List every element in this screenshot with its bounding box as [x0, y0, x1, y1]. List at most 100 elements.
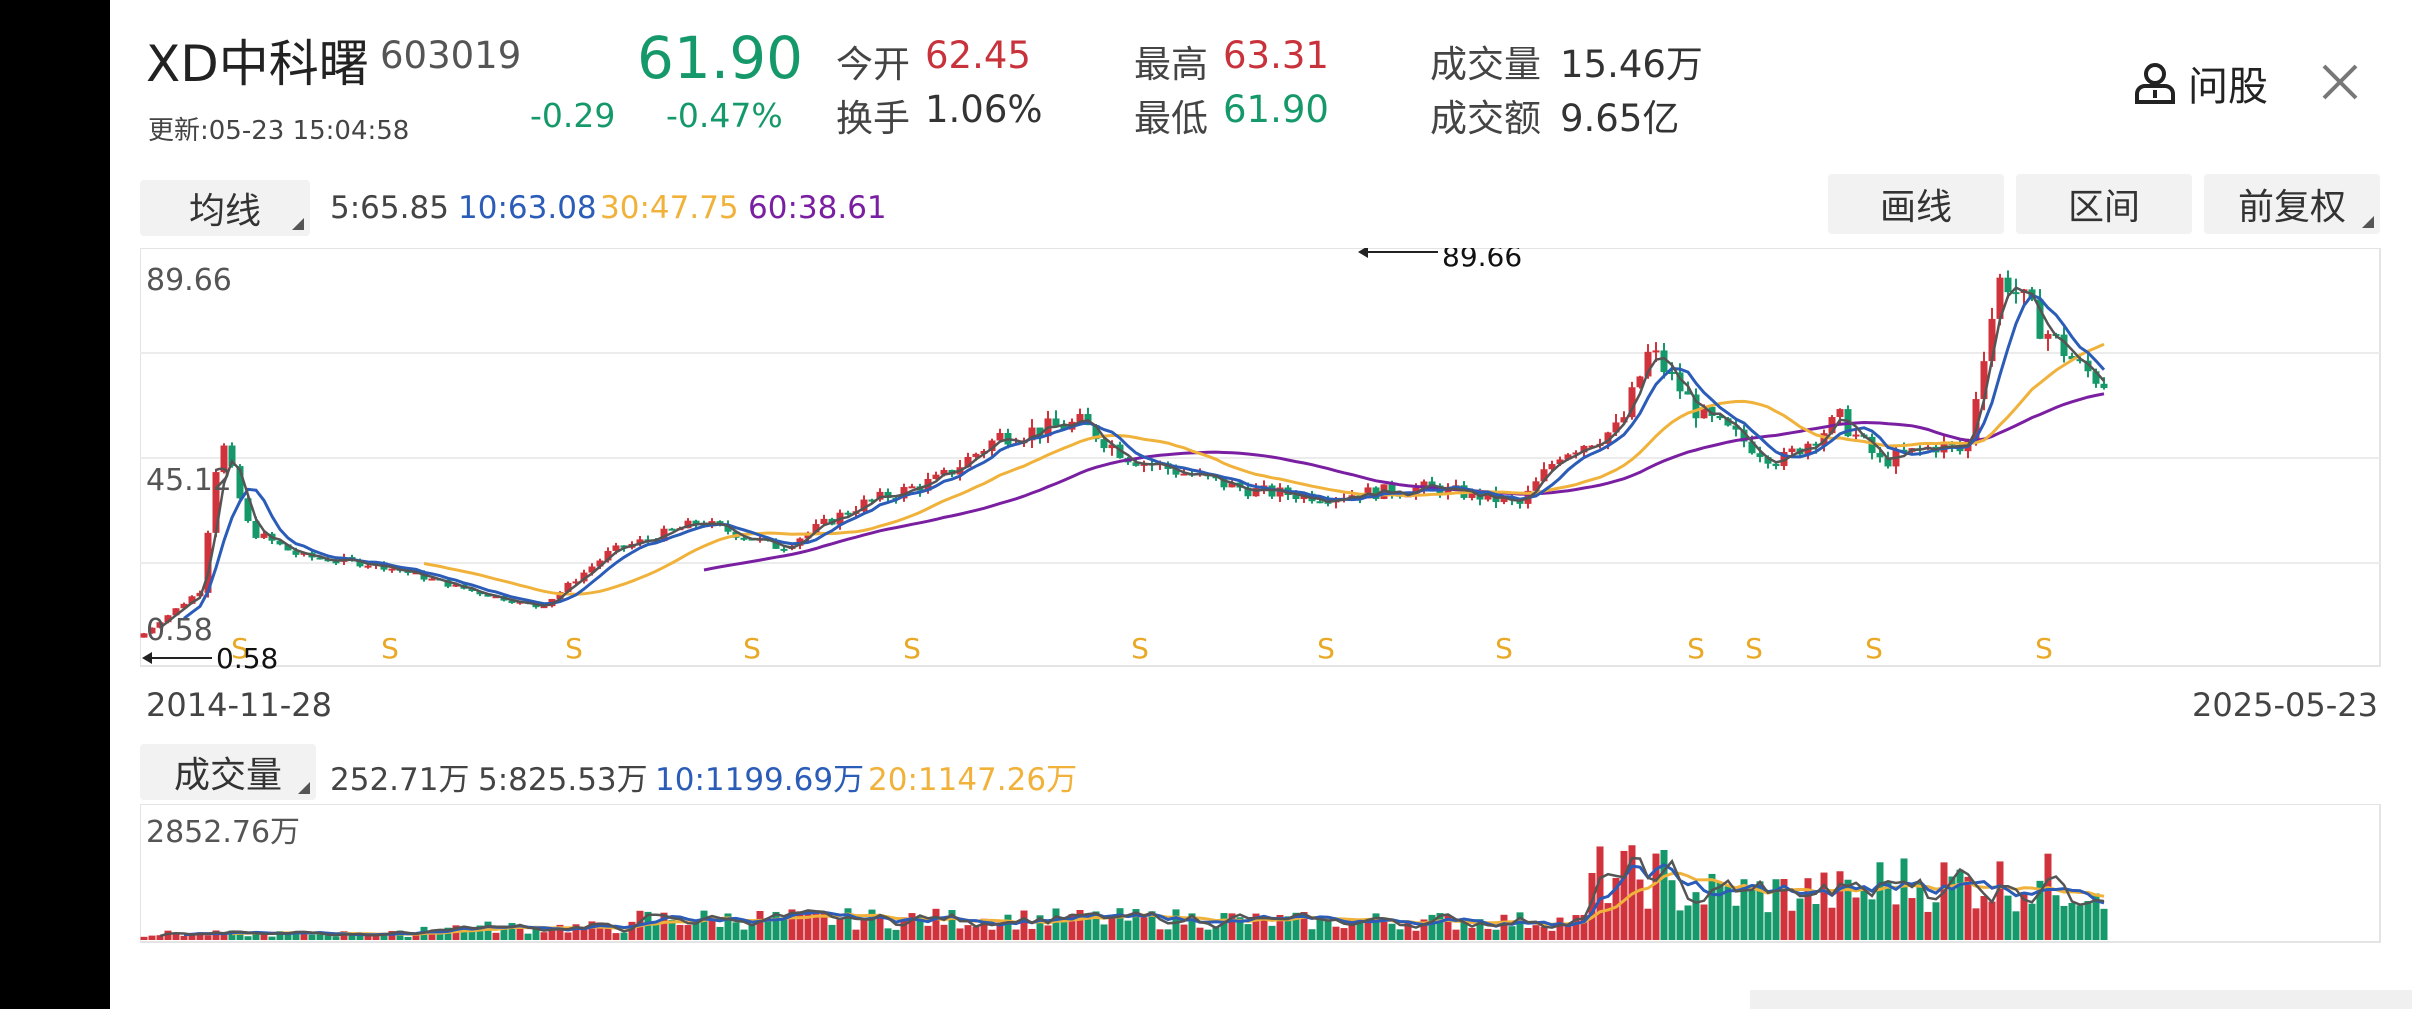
volume-bar: [956, 928, 964, 940]
signal-marker: S: [1745, 632, 1763, 665]
volume-bar: [1076, 910, 1084, 940]
volume-bar: [364, 935, 372, 940]
volume-bar: [204, 935, 212, 940]
volume-bar: [164, 930, 172, 940]
volume-value: 15.46万: [1560, 43, 1703, 86]
candle-body: [668, 528, 676, 531]
volume-bar: [548, 930, 556, 940]
volume-bar: [1980, 896, 1988, 940]
candle-body: [980, 450, 988, 454]
ma10-line: [183, 293, 2106, 620]
volume-bar: [1052, 908, 1060, 940]
high-value: 63.31: [1223, 34, 1329, 77]
volume-bar: [796, 911, 804, 940]
volume-bar: [764, 919, 772, 940]
volume-bar: [268, 936, 276, 940]
volume-bar: [156, 935, 164, 940]
candle-body: [228, 445, 236, 467]
ask-stock-button[interactable]: 问股: [2130, 54, 2268, 112]
candle-body: [1252, 488, 1260, 497]
volume-bar: [492, 932, 500, 940]
adjust-button[interactable]: 前复权: [2204, 174, 2380, 234]
candle-body: [1692, 394, 1700, 419]
candle-body: [1652, 350, 1660, 353]
candle-body: [1444, 486, 1452, 495]
volume-bar: [1004, 914, 1012, 940]
volume-bar: [2004, 895, 2012, 940]
max-marker-label: 89.66: [1442, 248, 1522, 273]
candle-body: [276, 540, 284, 545]
dropdown-indicator-icon: [292, 218, 304, 230]
candle-body: [148, 627, 156, 634]
candle-body: [1764, 456, 1772, 464]
volume-bar: [1924, 911, 1932, 940]
volume-bar: [1908, 898, 1916, 940]
volume-bar: [308, 934, 316, 940]
price-chart[interactable]: S S S S S S S S S S S S 89.66 45.12 0.58 89.66 0.58: [140, 248, 2412, 678]
candle-body: [820, 518, 828, 525]
volume-bar: [1276, 914, 1284, 940]
volume-bar: [1948, 876, 1956, 940]
candle-body: [1676, 372, 1684, 392]
volume-bar: [1836, 871, 1844, 940]
signal-marker: S: [565, 632, 583, 665]
volume-bar: [524, 933, 532, 940]
volume-bar: [852, 929, 860, 940]
candle-body: [1884, 457, 1892, 467]
range-button[interactable]: 区间: [2016, 174, 2192, 234]
volume-bar: [1444, 915, 1452, 940]
open-label: 今开: [836, 43, 910, 86]
candle-body: [772, 539, 780, 549]
volume-bar: [2084, 901, 2092, 940]
volume-bar: [1516, 912, 1524, 940]
candle-body: [932, 474, 940, 479]
volume-bar: [2100, 908, 2108, 940]
candle-body: [1108, 444, 1116, 449]
volume-bar: [220, 933, 228, 940]
volume-label: 成交量: [1430, 43, 1541, 86]
volume-bar: [900, 917, 908, 940]
volume-bar: [1252, 913, 1260, 940]
volume-bar: [1084, 918, 1092, 940]
volume-bar: [284, 932, 292, 940]
volume-bar: [1676, 910, 1684, 940]
volume-bar: [1220, 913, 1228, 940]
volume-bar: [660, 912, 668, 940]
volume-bar: [1756, 881, 1764, 940]
candle-body: [612, 545, 620, 551]
candle-body: [724, 524, 732, 532]
candle-body: [1516, 500, 1524, 504]
close-icon[interactable]: [2320, 62, 2360, 102]
volume-bar: [172, 934, 180, 940]
draw-line-button[interactable]: 画线: [1828, 174, 2004, 234]
candle-body: [220, 445, 228, 473]
candle-body: [1052, 418, 1060, 426]
candle-body: [484, 594, 492, 597]
candle-body: [164, 615, 172, 623]
candle-body: [1996, 277, 2004, 319]
volume-chart[interactable]: 2852.76万: [140, 804, 2412, 954]
ma-toggle-button[interactable]: 均线: [140, 180, 310, 236]
volume-bar: [1316, 916, 1324, 940]
candle-body: [972, 453, 980, 457]
candle-body: [444, 579, 452, 587]
volume-bar: [1092, 911, 1100, 940]
volume-bar: [748, 924, 756, 940]
candle-body: [1644, 351, 1652, 377]
candle-body: [316, 557, 324, 560]
volume-bar: [884, 928, 892, 940]
volume-bar: [980, 918, 988, 940]
volume-toggle-button[interactable]: 成交量: [140, 744, 316, 800]
volume-bar: [1476, 919, 1484, 940]
volume-bar: [1668, 880, 1676, 940]
candle-body: [1684, 391, 1692, 395]
volume-bar: [1620, 850, 1628, 940]
volume-bar: [1204, 929, 1212, 940]
candle-body: [508, 600, 516, 603]
volume-bar: [412, 934, 420, 940]
volume-bar: [1188, 913, 1196, 940]
volume-bar: [404, 936, 412, 940]
volume-bar: [652, 921, 660, 940]
volume-bar: [604, 928, 612, 940]
volume-bar: [1132, 909, 1140, 940]
